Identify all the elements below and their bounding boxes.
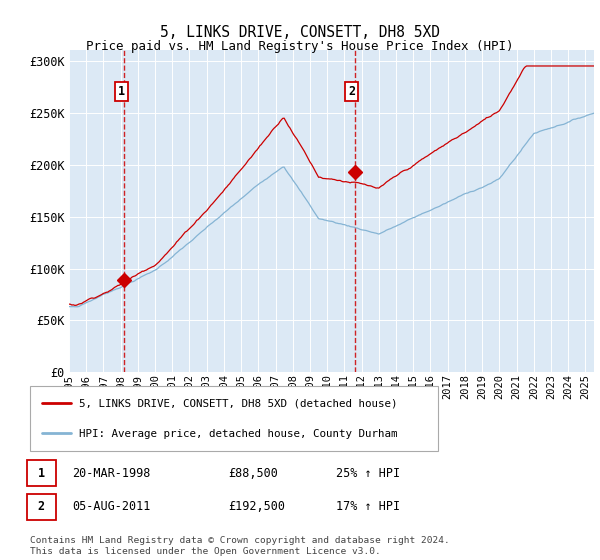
Text: 20-MAR-1998: 20-MAR-1998 [72,466,151,480]
Text: 1: 1 [118,86,125,99]
Text: Contains HM Land Registry data © Crown copyright and database right 2024.
This d: Contains HM Land Registry data © Crown c… [30,536,450,556]
Text: 05-AUG-2011: 05-AUG-2011 [72,500,151,514]
Text: HPI: Average price, detached house, County Durham: HPI: Average price, detached house, Coun… [79,429,397,439]
Text: 2: 2 [38,500,45,514]
Text: £192,500: £192,500 [228,500,285,514]
Text: 5, LINKS DRIVE, CONSETT, DH8 5XD: 5, LINKS DRIVE, CONSETT, DH8 5XD [160,25,440,40]
FancyBboxPatch shape [30,386,438,451]
Text: Price paid vs. HM Land Registry's House Price Index (HPI): Price paid vs. HM Land Registry's House … [86,40,514,53]
Text: 17% ↑ HPI: 17% ↑ HPI [336,500,400,514]
Text: 25% ↑ HPI: 25% ↑ HPI [336,466,400,480]
Text: 1: 1 [38,466,45,480]
Text: 5, LINKS DRIVE, CONSETT, DH8 5XD (detached house): 5, LINKS DRIVE, CONSETT, DH8 5XD (detach… [79,399,397,409]
Text: 2: 2 [349,86,356,99]
Text: £88,500: £88,500 [228,466,278,480]
